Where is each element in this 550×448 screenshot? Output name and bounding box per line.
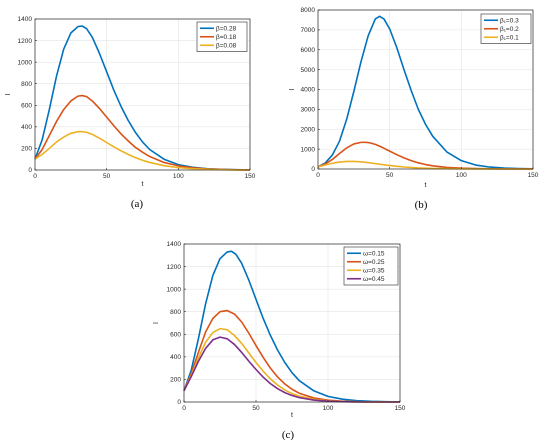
legend-entry-2: β=0.18: [216, 34, 237, 41]
y-axis-label: I: [5, 93, 12, 95]
y-tick-label: 1200: [18, 38, 33, 45]
y-tick-label: 8000: [301, 7, 316, 14]
y-tick-label: 2000: [301, 126, 316, 133]
legend-entry-4: ω=0.45: [363, 276, 385, 283]
panel-label: (c): [282, 429, 295, 441]
legend-entry-2: ω=0.25: [363, 259, 385, 266]
x-tick-label: 50: [252, 405, 260, 412]
axes-frame: [183, 243, 401, 403]
panel-label: (b): [415, 199, 428, 211]
legend: ω=0.15 ω=0.25ω=0.35 ω=0.45: [343, 246, 399, 286]
legend: β₁=0.3 β₁=0.2β₁=0.1: [480, 13, 532, 44]
legend-entry-3: β₁=0.1: [500, 34, 519, 41]
x-tick-label: 150: [245, 173, 256, 180]
y-tick-label: 7000: [301, 27, 316, 34]
y-tick-label: 400: [21, 124, 32, 131]
x-axis-label: t: [291, 412, 293, 419]
legend-entry-3: ω=0.35: [363, 267, 385, 274]
y-tick-label: 200: [21, 146, 32, 153]
y-tick-label: 5000: [301, 67, 316, 74]
x-tick-label: 150: [528, 172, 539, 179]
x-tick-label: 100: [456, 172, 467, 179]
y-tick-label: 400: [170, 354, 181, 361]
y-tick-label: 1000: [167, 286, 182, 293]
y-axis-label: I: [153, 322, 160, 324]
x-tick-label: 0: [316, 172, 320, 179]
x-tick-label: 50: [386, 172, 394, 179]
y-axis-label: I: [289, 88, 296, 90]
legend-entry-1: β=0.28: [216, 25, 237, 32]
axes-frame: [34, 18, 251, 171]
legend-entry-1: ω=0.15: [363, 250, 385, 257]
x-tick-label: 100: [173, 173, 184, 180]
series-line-2: [34, 94, 251, 171]
chart-panel-2: 0 50 100 150 0 1000 2000 3000 4000 5000 6000 7000 80…: [289, 7, 539, 211]
legend-entry-3: β=0.08: [216, 42, 237, 49]
series-line-3: [34, 130, 251, 171]
y-tick-label: 1000: [301, 146, 316, 153]
x-tick-label: 50: [103, 173, 111, 180]
x-axis-label: t: [142, 181, 144, 188]
series-line-1: [183, 250, 401, 403]
y-tick-label: 3000: [301, 107, 316, 114]
x-tick-label: 100: [323, 405, 334, 412]
y-tick-label: 600: [21, 102, 32, 109]
y-tick-label: 0: [177, 399, 181, 406]
chart-panel-1: 0 50 100 150 0 200 400 600 800 1000 1200 1400 t Iβ=0.…: [5, 16, 256, 210]
y-tick-label: 600: [170, 331, 181, 338]
y-tick-label: 0: [311, 166, 315, 173]
y-tick-label: 800: [21, 81, 32, 88]
chart-panel-3: 0 50 100 150 0 200 400 600 800 1000 1200 1400 t Iω=0.…: [153, 241, 406, 441]
x-tick-label: 0: [182, 405, 186, 412]
x-axis-label: t: [425, 182, 427, 189]
y-tick-label: 1400: [18, 16, 33, 23]
legend-entry-1: β₁=0.3: [500, 17, 519, 24]
y-tick-label: 4000: [301, 87, 316, 94]
y-tick-label: 6000: [301, 47, 316, 54]
y-tick-label: 0: [28, 167, 32, 174]
legend: β=0.28 β=0.18β=0.08: [196, 21, 248, 52]
y-tick-label: 1000: [18, 59, 33, 66]
series-line-1: [317, 15, 534, 170]
legend-entry-2: β₁=0.2: [500, 26, 519, 33]
y-tick-label: 800: [170, 309, 181, 316]
y-tick-label: 1400: [167, 241, 182, 248]
x-tick-label: 150: [395, 405, 406, 412]
x-tick-label: 0: [33, 173, 37, 180]
panel-label: (a): [131, 198, 144, 210]
y-tick-label: 1200: [167, 264, 182, 271]
y-tick-label: 200: [170, 377, 181, 384]
